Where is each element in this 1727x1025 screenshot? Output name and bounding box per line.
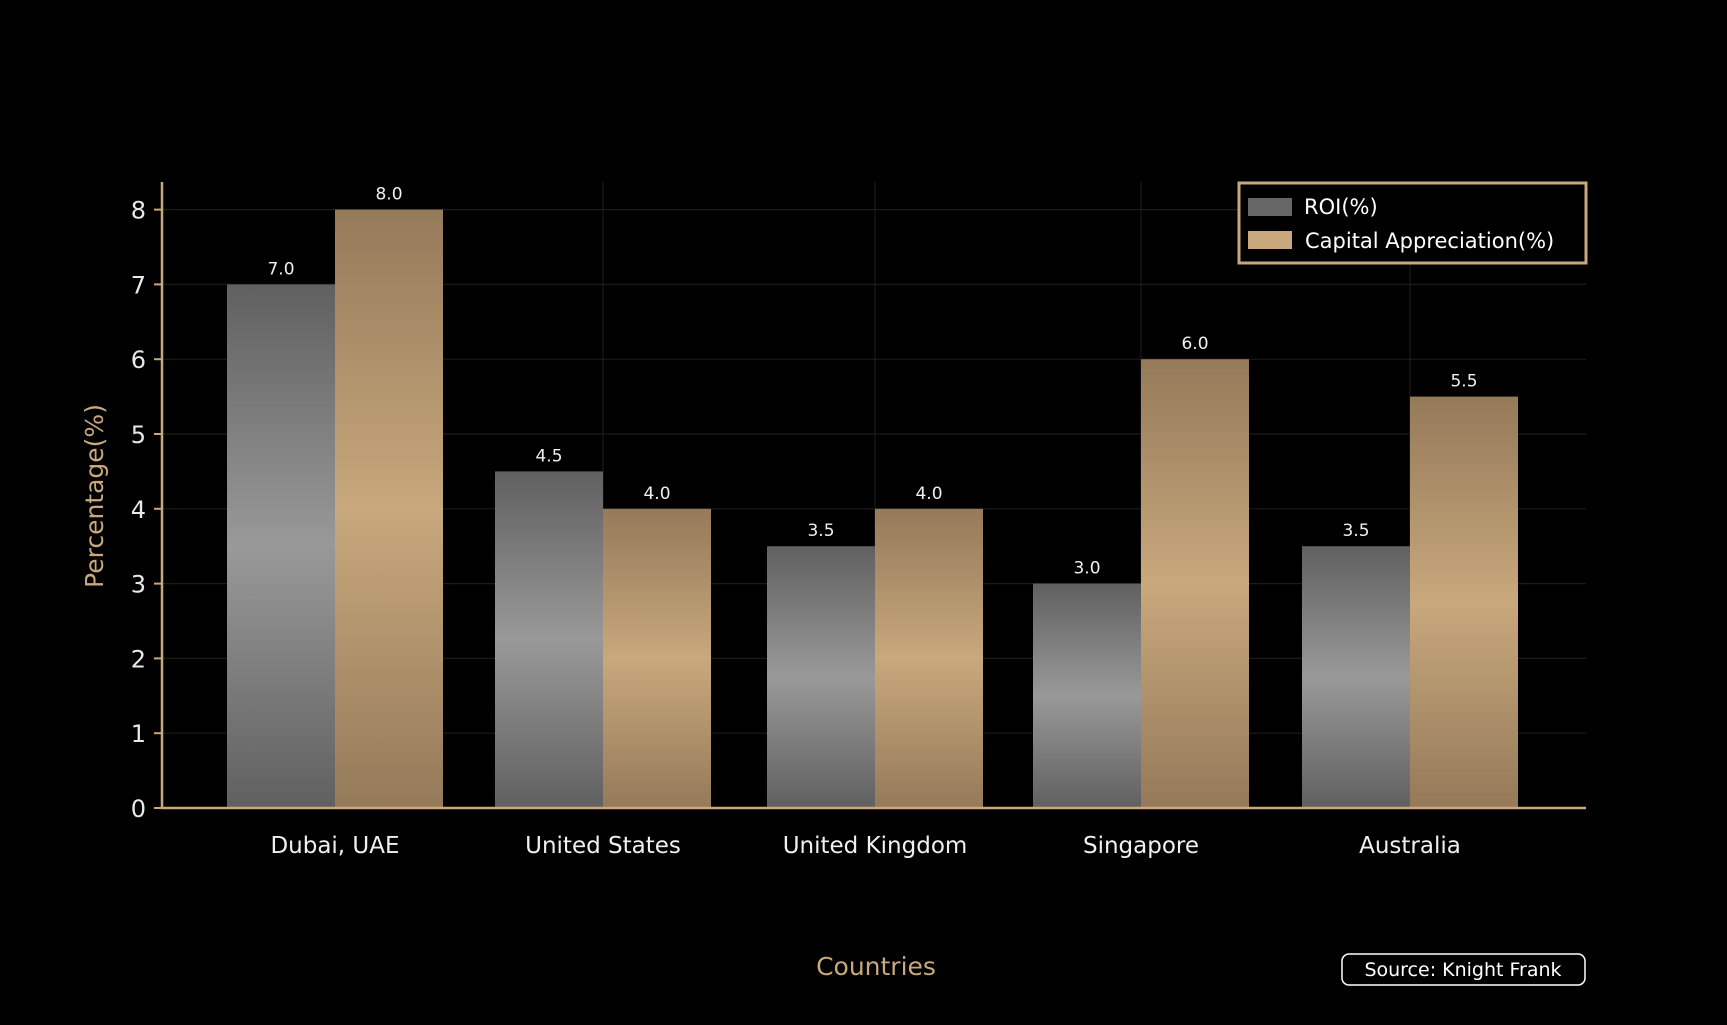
- data-label: 7.0: [267, 259, 294, 279]
- data-label: 8.0: [375, 185, 402, 205]
- y-tick-label: 6: [131, 346, 146, 374]
- source-text: Source: Knight Frank: [1364, 959, 1561, 981]
- data-label: 3.5: [1342, 521, 1369, 541]
- x-tick-label: Australia: [1359, 833, 1461, 859]
- x-tick-label: United Kingdom: [783, 833, 968, 859]
- y-tick-label: 4: [131, 496, 146, 524]
- x-tick-label: Singapore: [1083, 833, 1199, 859]
- bar-capital-appreciation: [1410, 396, 1518, 808]
- x-tick-label: Dubai, UAE: [270, 833, 399, 859]
- data-label: 4.5: [535, 446, 562, 466]
- bars: [227, 209, 1518, 809]
- y-tick-label: 7: [131, 271, 146, 299]
- source-box: [1341, 953, 1586, 986]
- data-label: 4.0: [643, 484, 670, 504]
- bar-capital-appreciation: [335, 209, 443, 809]
- y-tick-label: 2: [131, 645, 146, 673]
- y-tick-label: 3: [131, 571, 146, 599]
- y-tick-label: 8: [131, 197, 146, 225]
- source-note: Source: Knight Frank: [1341, 953, 1586, 986]
- legend-swatch-capital: [1248, 231, 1292, 249]
- legend-label-roi: ROI(%): [1304, 195, 1378, 219]
- y-tick-label: 5: [131, 421, 146, 449]
- bar-roi: [1302, 546, 1410, 808]
- bar-capital-appreciation: [1141, 359, 1249, 808]
- legend-label-capital: Capital Appreciation(%): [1305, 229, 1554, 253]
- data-label: 5.5: [1450, 372, 1477, 392]
- axes: 0 1 2 3 4 5 6 7 8 Dubai, UAE United States United K…: [131, 182, 1586, 859]
- legend: ROI(%) Capital Appreciation(%): [1237, 181, 1588, 265]
- bar-capital-appreciation: [603, 508, 711, 808]
- data-label: 3.5: [807, 521, 834, 541]
- bar-roi: [1033, 583, 1141, 808]
- x-tick-label: United States: [525, 833, 681, 859]
- legend-swatch-roi: [1248, 198, 1292, 216]
- bar-roi: [227, 284, 335, 808]
- y-tick-label: 1: [131, 720, 146, 748]
- bar-capital-appreciation: [875, 508, 983, 808]
- data-labels: 7.0 8.0 4.5 4.0 3.5 4.0 3.0 6.0 3.5 5.5: [267, 185, 1477, 579]
- data-label: 3.0: [1073, 559, 1100, 579]
- legend-box: [1237, 181, 1588, 265]
- data-label: 6.0: [1181, 334, 1208, 354]
- bar-roi: [767, 546, 875, 808]
- bar-roi: [495, 471, 603, 808]
- x-axis-label: Countries: [816, 952, 936, 981]
- data-label: 4.0: [915, 484, 942, 504]
- y-axis-label: Percentage(%): [80, 404, 109, 588]
- y-tick-label: 0: [131, 795, 146, 823]
